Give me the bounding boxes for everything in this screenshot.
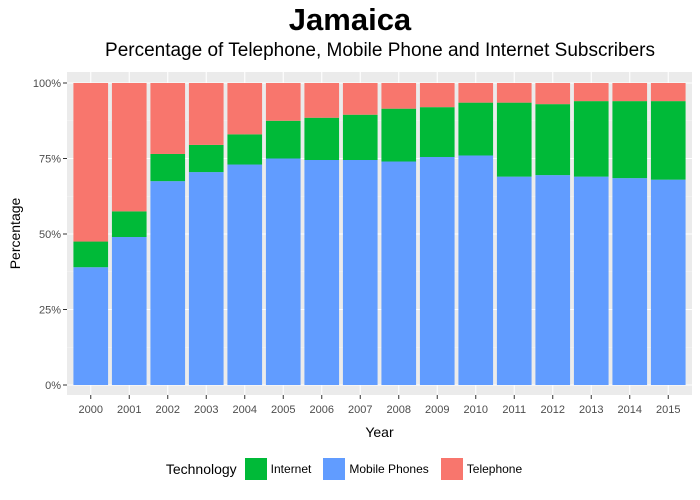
bar-telephone-2001 [111,83,147,212]
legend-item-mobile-phones: Mobile Phones [323,458,429,480]
y-tick-label-0: 0% [45,380,61,392]
bar-telephone-2014 [612,83,648,102]
x-axis-title: Year [365,424,394,440]
y-tick-label-1: 25% [39,305,61,317]
bar-mobile-phones-2002 [150,181,186,385]
x-tick-label-2006: 2006 [310,404,334,416]
x-tick-label-2015: 2015 [656,404,680,416]
bar-internet-2007 [342,114,378,161]
x-tick-label-2011: 2011 [502,404,526,416]
bar-internet-2002 [150,153,186,182]
x-tick-label-2002: 2002 [156,404,180,416]
bar-internet-2003 [188,144,224,173]
bar-mobile-phones-2014 [612,178,648,385]
chart-subtitle: Percentage of Telephone, Mobile Phone an… [105,40,655,61]
bar-telephone-2006 [304,83,340,118]
bar-mobile-phones-2015 [650,179,686,385]
bar-telephone-2012 [535,83,571,105]
legend-swatch-telephone [440,458,463,480]
bar-mobile-phones-2004 [227,164,263,385]
bar-internet-2013 [573,101,609,177]
bar-internet-2004 [227,134,263,165]
bar-telephone-2011 [496,83,532,103]
legend-title: Technology [165,461,237,477]
bar-telephone-2003 [188,83,224,145]
bar-telephone-2004 [227,83,263,135]
bar-internet-2010 [458,102,494,156]
y-tick-label-3: 75% [39,154,61,166]
x-tick-label-2007: 2007 [348,404,372,416]
bar-mobile-phones-2013 [573,176,609,385]
x-tick-label-2012: 2012 [541,404,565,416]
bar-internet-2009 [419,107,455,157]
bar-mobile-phones-2006 [304,160,340,385]
bar-internet-2006 [304,117,340,161]
x-tick-label-2000: 2000 [79,404,103,416]
bar-internet-2015 [650,101,686,180]
x-tick-label-2014: 2014 [618,404,642,416]
bar-telephone-2010 [458,83,494,103]
bar-telephone-2015 [650,83,686,102]
x-tick-label-2004: 2004 [233,404,257,416]
bar-internet-2008 [381,108,417,162]
x-tick-label-2008: 2008 [387,404,411,416]
bar-internet-2012 [535,104,571,176]
bar-internet-2005 [265,120,301,159]
bar-mobile-phones-2003 [188,172,224,385]
x-tick-label-2003: 2003 [194,404,218,416]
x-ticks: 2000 2001 2002 2003 2004 2005 2006 2007 2008 2009… [79,395,680,416]
legend-label-mobile-phones: Mobile Phones [349,462,429,476]
bar-telephone-2000 [73,83,109,242]
x-tick-label-2010: 2010 [464,404,488,416]
x-tick-label-2009: 2009 [425,404,449,416]
legend: Technology Internet Mobile Phones Teleph… [0,458,700,480]
y-tick-label-4: 100% [33,78,61,90]
bar-mobile-phones-2011 [496,176,532,385]
bar-mobile-phones-2012 [535,175,571,385]
bar-mobile-phones-2008 [381,161,417,385]
bar-internet-2001 [111,211,147,238]
x-tick-label-2005: 2005 [271,404,295,416]
legend-swatch-mobile-phones [323,458,346,480]
bar-telephone-2013 [573,83,609,102]
bar-mobile-phones-2007 [342,160,378,385]
bar-internet-2011 [496,102,532,177]
chart-title: Jamaica [288,2,412,37]
bars [73,83,686,385]
bar-internet-2014 [612,101,648,179]
legend-label-telephone: Telephone [466,462,523,476]
legend-label-internet: Internet [270,462,312,476]
bar-telephone-2005 [265,83,301,121]
bar-telephone-2009 [419,83,455,108]
legend-swatch-internet [244,458,267,480]
bar-mobile-phones-2005 [265,158,301,385]
bar-mobile-phones-2009 [419,156,455,385]
x-tick-label-2013: 2013 [579,404,603,416]
legend-item-internet: Internet [244,458,312,480]
legend-item-telephone: Telephone [440,458,523,480]
bar-telephone-2002 [150,83,186,154]
bar-mobile-phones-2010 [458,155,494,385]
bar-telephone-2008 [381,83,417,109]
bar-internet-2000 [73,241,109,268]
bar-telephone-2007 [342,83,378,115]
y-tick-label-2: 50% [39,229,61,241]
bar-mobile-phones-2001 [111,237,147,385]
bar-mobile-phones-2000 [73,267,109,385]
y-ticks: 0% 25% 50% 75% 100% [33,78,67,392]
y-axis-title: Percentage [7,197,23,269]
x-tick-label-2001: 2001 [117,404,141,416]
